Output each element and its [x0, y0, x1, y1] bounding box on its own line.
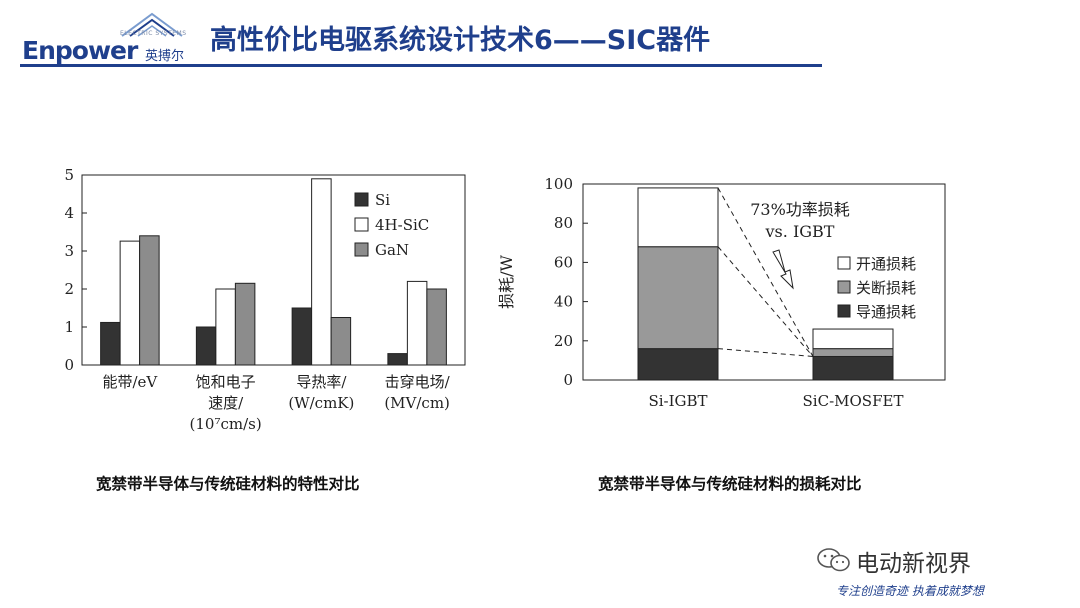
title-divider [20, 64, 822, 67]
y-tick-label: 60 [554, 253, 573, 271]
bar-GaN [330, 317, 352, 366]
y-tick-label: 2 [64, 280, 74, 298]
annotation-text: vs. IGBT [765, 222, 835, 241]
wechat-icon [817, 548, 850, 572]
stack-关断损耗 [637, 246, 719, 350]
legend-label: Si [375, 191, 390, 209]
loss-chart: 0 20 40 60 80 100 损耗/W Si-IGBT SiC-MOSFET 73%功率损耗… [490, 160, 960, 424]
x-tick-label: 导热率/ [296, 373, 347, 391]
loss-chart-svg: 0 20 40 60 80 100 损耗/W Si-IGBT SiC-MOSFET 73%功率损耗… [497, 175, 946, 410]
x-tick-label: 饱和电子 [196, 373, 256, 391]
legend-swatch [837, 280, 851, 294]
left-caption: 宽禁带半导体与传统硅材料的特性对比 [96, 475, 360, 493]
y-tick-label: 4 [64, 204, 74, 222]
bar-4H-SiC [215, 288, 236, 366]
stack-导通损耗 [812, 355, 894, 381]
y-tick-label: 40 [554, 293, 573, 311]
y-tick-label: 20 [554, 332, 573, 350]
bar-GaN [426, 288, 447, 366]
x-tick-label: SiC-MOSFET [803, 392, 904, 410]
y-tick-label: 3 [64, 242, 74, 260]
bar-GaN [234, 282, 256, 366]
y-tick-label: 0 [563, 371, 573, 389]
logo-wordmark: Enpower [22, 36, 138, 65]
x-tick-label: (10⁷cm/s) [190, 415, 262, 433]
legend-swatch [837, 256, 851, 270]
bar-Si [100, 321, 121, 366]
logo-subtext: ELECTRIC SYSTEMS [120, 30, 187, 37]
logo-mark-icon [121, 12, 183, 37]
properties-chart: 0 1 2 3 4 5 能带/eV 饱和电子速度/ (10⁷cm/s) 导热率/ (W/cmK) 击穿… [50, 160, 470, 454]
bar-Si [195, 326, 217, 366]
annotation-text: 73%功率损耗 [750, 200, 850, 219]
x-tick-label: (W/cmK) [288, 394, 354, 412]
stack-导通损耗 [637, 348, 719, 381]
watermark-text: 电动新视界 [856, 551, 971, 577]
y-tick-label: 100 [544, 175, 573, 193]
x-tick-label: 速度/ [208, 394, 244, 412]
x-tick-label: 能带/eV [102, 373, 158, 391]
plot-frame [81, 174, 466, 366]
bar-4H-SiC [119, 240, 141, 366]
legend-swatch [354, 242, 369, 257]
legend-swatch [354, 217, 369, 232]
slogan-text: 专注创造奇迹 执着成就梦想 [836, 584, 984, 598]
legend-swatch [837, 304, 851, 318]
y-tick-label: 1 [64, 318, 74, 336]
legend-swatch [354, 192, 369, 207]
y-tick-label: 0 [64, 356, 74, 374]
x-tick-label: (MV/cm) [384, 394, 450, 412]
right-caption: 宽禁带半导体与传统硅材料的损耗对比 [598, 475, 862, 493]
legend-label: 导通损耗 [856, 303, 916, 321]
enpower-logo: ELECTRIC SYSTEMS Enpower 英搏尔 [22, 12, 202, 68]
legend-label: GaN [375, 241, 409, 259]
legend-label: 关断损耗 [856, 279, 916, 297]
stack-关断损耗 [812, 348, 894, 357]
bar-GaN [139, 235, 160, 366]
bar-4H-SiC [406, 280, 428, 366]
x-tick-label: 击穿电场/ [385, 373, 451, 391]
logo-chinese: 英搏尔 [145, 49, 185, 64]
dashed-connector [717, 348, 814, 357]
stack-开通损耗 [637, 187, 719, 248]
bar-Si [291, 307, 313, 366]
bar-Si [387, 353, 408, 366]
legend-label: 开通损耗 [856, 255, 916, 273]
y-tick-label: 5 [64, 166, 74, 184]
slide-title: 高性价比电驱系统设计技术6——SIC器件 [210, 25, 711, 56]
annotation-arrow [772, 249, 794, 290]
legend-label: 4H-SiC [375, 216, 429, 234]
slide-header: ELECTRIC SYSTEMS Enpower 英搏尔 高性价比电驱系统设计技… [0, 0, 1080, 80]
bar-4H-SiC [311, 178, 332, 366]
stack-开通损耗 [812, 328, 894, 350]
y-axis-label: 损耗/W [497, 255, 516, 309]
y-tick-label: 80 [554, 214, 573, 232]
plot-frame [582, 183, 946, 381]
dashed-connector [717, 246, 814, 357]
x-tick-label: Si-IGBT [648, 392, 707, 410]
